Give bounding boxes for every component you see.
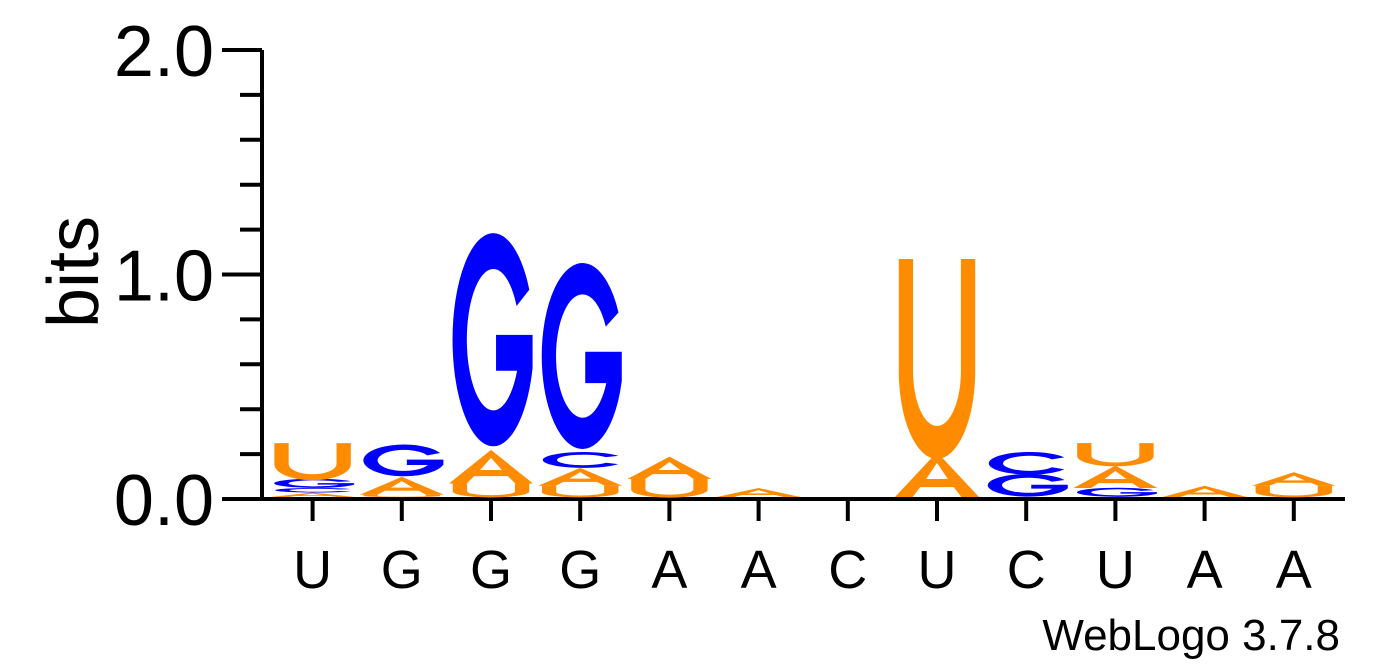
logo-letter-u bbox=[541, 485, 619, 498]
logo-letter-g bbox=[274, 478, 355, 488]
x-tick-label: A bbox=[1276, 540, 1312, 600]
x-tick-label: C bbox=[1007, 540, 1046, 600]
logo-letter-a bbox=[627, 456, 712, 480]
x-tick-label: A bbox=[1187, 540, 1223, 600]
logo-letter-a bbox=[449, 449, 533, 484]
x-tick-label: U bbox=[293, 540, 332, 600]
logo-letter-a bbox=[1162, 485, 1247, 497]
x-tick-label: A bbox=[741, 540, 777, 600]
logo-letter-u bbox=[452, 483, 530, 498]
x-tick-label: U bbox=[1096, 540, 1135, 600]
logo-letter-u bbox=[363, 494, 441, 498]
logo-letter-c bbox=[542, 452, 619, 468]
logo-letter-a bbox=[538, 467, 623, 486]
axes: 0.01.02.0U G G G A A C U C U A A bbox=[114, 12, 1345, 600]
y-axis-label: bits bbox=[34, 216, 114, 328]
logo-letter-a bbox=[716, 488, 801, 497]
x-tick-label: G bbox=[470, 540, 512, 600]
logo-letter-g bbox=[363, 444, 444, 477]
logo-letter-u bbox=[631, 479, 708, 498]
letter-stacks bbox=[270, 233, 1336, 498]
logo-letter-g bbox=[1076, 487, 1157, 497]
logo-letter-u bbox=[274, 443, 351, 481]
logo-letter-a bbox=[359, 476, 444, 495]
logo-letter-u bbox=[1077, 443, 1154, 467]
logo-letter-c bbox=[988, 452, 1065, 475]
y-tick-label: 0.0 bbox=[114, 461, 214, 541]
logo-letter-u bbox=[898, 259, 976, 459]
x-tick-label: A bbox=[651, 540, 687, 600]
logo-letter-a bbox=[1073, 465, 1158, 489]
logo-letter-g bbox=[987, 473, 1068, 497]
logo-letter-g bbox=[541, 263, 622, 449]
x-tick-label: G bbox=[381, 540, 423, 600]
logo-letter-c bbox=[275, 488, 351, 493]
logo-letter-a bbox=[1251, 472, 1336, 486]
x-tick-label: C bbox=[828, 540, 867, 600]
logo-letter-u bbox=[1255, 485, 1333, 498]
y-tick-label: 2.0 bbox=[114, 12, 214, 92]
logo-letter-g bbox=[452, 233, 533, 447]
weblogo-version-label: WebLogo 3.7.8 bbox=[1042, 611, 1340, 660]
logo-letter-a bbox=[270, 492, 355, 497]
logo-letter-a bbox=[895, 452, 979, 497]
x-tick-label: G bbox=[559, 540, 601, 600]
x-tick-label: U bbox=[918, 540, 957, 600]
y-tick-label: 1.0 bbox=[114, 237, 214, 317]
